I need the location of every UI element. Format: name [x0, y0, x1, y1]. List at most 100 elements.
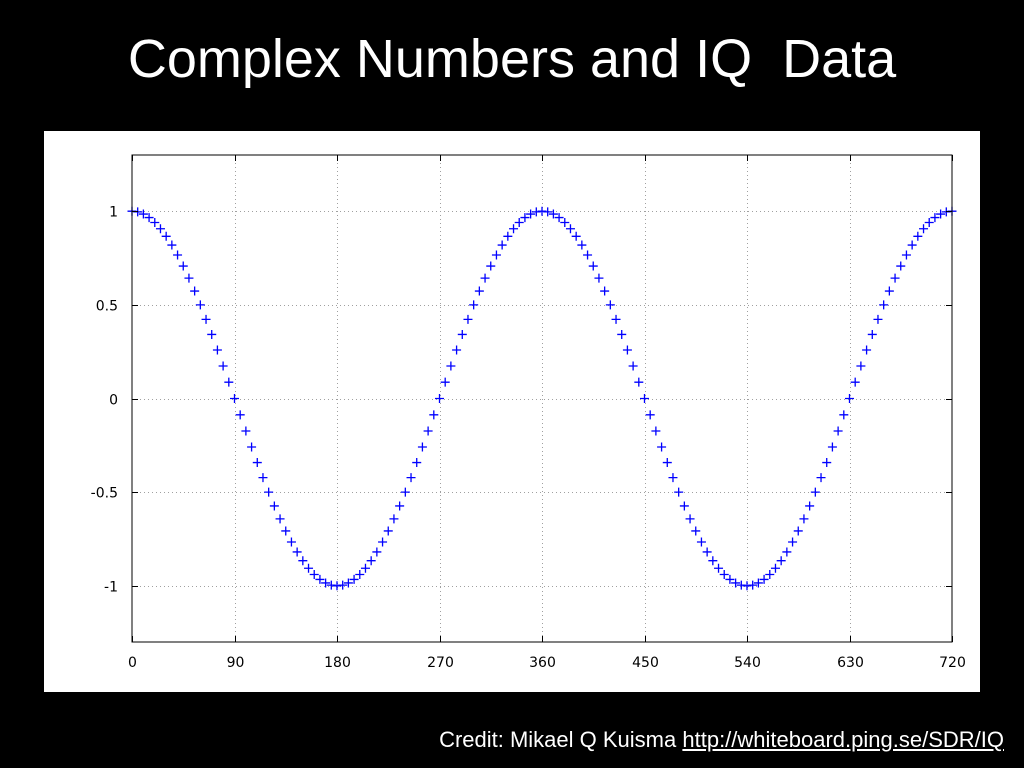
data-point [827, 442, 837, 452]
data-point [788, 537, 798, 547]
data-point [486, 261, 496, 271]
data-point [269, 501, 279, 511]
data-point [332, 581, 342, 591]
data-point [651, 426, 661, 436]
data-point [212, 345, 222, 355]
data-point [138, 209, 148, 219]
credit-link[interactable]: http://whiteboard.ping.se/SDR/IQ [682, 727, 1004, 752]
data-point [292, 547, 302, 557]
data-point [617, 329, 627, 339]
data-point [201, 314, 211, 324]
data-point [867, 329, 877, 339]
credit-line: Credit: Mikael Q Kuisma http://whiteboar… [439, 727, 1004, 753]
data-point [924, 217, 934, 227]
data-point [452, 345, 462, 355]
data-point [315, 574, 325, 584]
data-point [366, 556, 376, 566]
data-point [742, 581, 752, 591]
data-point [679, 501, 689, 511]
data-point [338, 580, 348, 590]
data-point [759, 574, 769, 584]
data-point [708, 556, 718, 566]
data-point [167, 240, 177, 250]
data-point [412, 458, 422, 468]
data-point [144, 213, 154, 223]
data-point [907, 240, 917, 250]
data-point [304, 563, 314, 573]
data-point [862, 345, 872, 355]
data-point [503, 231, 513, 241]
x-tick-label: 450 [632, 655, 659, 671]
data-point [810, 487, 820, 497]
data-point [435, 394, 444, 403]
data-point [190, 286, 200, 296]
data-point [349, 574, 359, 584]
data-point [446, 361, 456, 371]
data-point [184, 273, 194, 283]
data-point [873, 314, 883, 324]
y-tick-label: 1 [109, 205, 118, 221]
data-point [622, 345, 632, 355]
data-point [543, 207, 553, 217]
data-point [588, 261, 598, 271]
data-point [173, 250, 183, 260]
data-point [548, 209, 558, 219]
data-point [491, 250, 501, 260]
data-point [531, 207, 541, 217]
data-point [326, 580, 336, 590]
data-point [526, 209, 536, 219]
data-point [611, 314, 621, 324]
data-point [799, 514, 809, 524]
data-point [822, 458, 832, 468]
data-point [605, 300, 615, 310]
data-point [178, 261, 188, 271]
data-point [685, 514, 695, 524]
ticks-layer [132, 155, 953, 642]
data-point [406, 473, 416, 483]
x-tick-label: 90 [227, 655, 245, 671]
data-point [537, 206, 547, 216]
slide-title: Complex Numbers and IQ Data [127, 29, 897, 89]
data-point [286, 537, 296, 547]
data-point [258, 473, 268, 483]
data-point [736, 580, 746, 590]
data-point [936, 209, 946, 219]
data-point [668, 473, 678, 483]
chart-panel: 0 90 180 270 360 450 540 630 720 1 0.5 0 -0.5 -1 [44, 131, 980, 692]
data-point [884, 286, 894, 296]
data-point [901, 250, 911, 260]
x-tick-label: 0 [128, 655, 137, 671]
x-tick-label: 360 [529, 655, 556, 671]
data-point [594, 273, 604, 283]
data-point [497, 240, 507, 250]
data-point [702, 547, 712, 557]
data-point [662, 458, 672, 468]
data-point [514, 217, 524, 227]
data-point [577, 240, 587, 250]
x-tick-label: 180 [324, 655, 351, 671]
data-point [657, 442, 667, 452]
data-point [645, 410, 655, 420]
data-point [930, 213, 940, 223]
data-point [429, 410, 439, 420]
data-point [856, 361, 866, 371]
data-point [469, 300, 479, 310]
data-point [150, 217, 160, 227]
data-point [571, 231, 581, 241]
data-point [583, 250, 593, 260]
data-point [474, 286, 484, 296]
data-point [748, 580, 758, 590]
marks-layer [127, 206, 957, 591]
data-point [383, 526, 393, 536]
data-point [440, 377, 450, 387]
data-point [457, 329, 467, 339]
data-point [674, 487, 684, 497]
labels-layer: 0 90 180 270 360 450 540 630 720 1 0.5 0 -0.5 -1 [91, 205, 966, 672]
data-point [696, 537, 706, 547]
credit-text: Credit: Mikael Q Kuisma [439, 727, 677, 752]
data-point [343, 578, 353, 588]
data-point [509, 224, 519, 234]
data-point [913, 231, 923, 241]
data-point [600, 286, 610, 296]
data-point [195, 300, 205, 310]
